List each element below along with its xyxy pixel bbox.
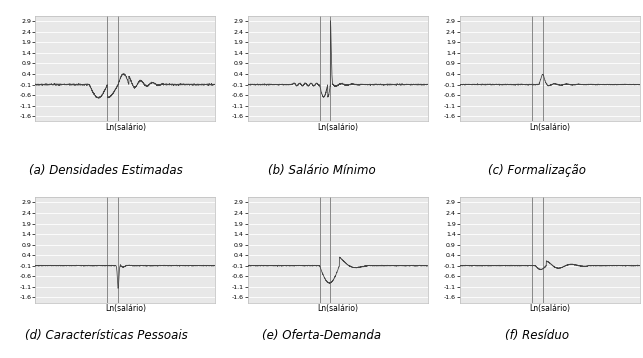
X-axis label: Ln(salário): Ln(salário) — [529, 123, 570, 132]
Text: (b) Salário Mínimo: (b) Salário Mínimo — [267, 164, 376, 177]
Text: (a) Densidades Estimadas: (a) Densidades Estimadas — [29, 164, 183, 177]
X-axis label: Ln(salário): Ln(salário) — [317, 304, 358, 313]
Text: (d) Características Pessoais: (d) Características Pessoais — [24, 329, 188, 342]
Text: (e) Oferta-Demanda: (e) Oferta-Demanda — [262, 329, 381, 342]
X-axis label: Ln(salário): Ln(salário) — [105, 123, 146, 132]
X-axis label: Ln(salário): Ln(salário) — [317, 123, 358, 132]
Text: (c) Formalização: (c) Formalização — [488, 164, 586, 177]
X-axis label: Ln(salário): Ln(salário) — [105, 304, 146, 313]
X-axis label: Ln(salário): Ln(salário) — [529, 304, 570, 313]
Text: (f) Resíduo: (f) Resíduo — [505, 329, 569, 342]
